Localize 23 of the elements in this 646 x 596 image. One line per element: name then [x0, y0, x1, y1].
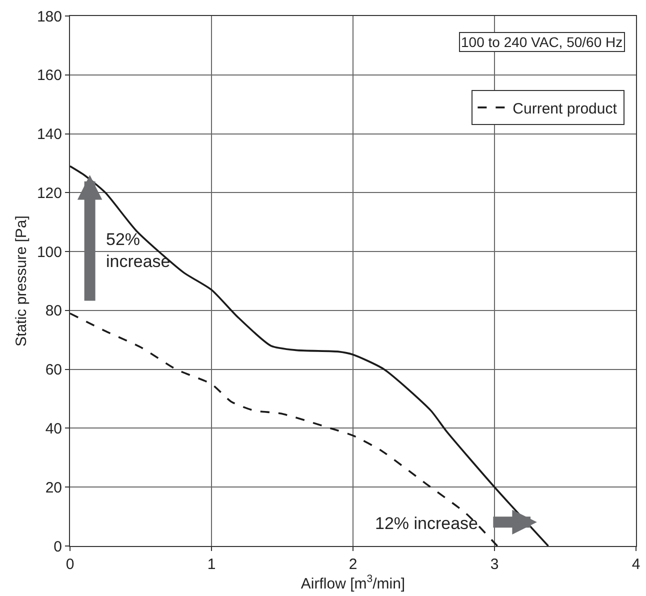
x-tick-label: 0 [66, 556, 74, 573]
x-tick-label: 1 [207, 556, 216, 573]
y-tick-label: 0 [54, 538, 62, 556]
line-series [70, 312, 498, 546]
line-series [70, 165, 550, 546]
y-tick-label: 40 [45, 420, 62, 438]
y-axis-title: Static pressure [Pa] [13, 216, 30, 346]
y-tick-label: 140 [36, 126, 62, 144]
y-tick-label: 160 [36, 67, 62, 84]
x-tick-label: 4 [632, 556, 640, 573]
y-tick-label: 80 [45, 302, 62, 320]
annotation: 12% increase [375, 514, 478, 533]
annotation: 100 to 240 VAC, 50/60 Hz [461, 34, 623, 50]
x-tick-label: 3 [490, 556, 499, 573]
legend-label: Current product [512, 100, 618, 118]
annotation: 52% increase [106, 230, 170, 272]
y-tick-label: 100 [36, 244, 62, 261]
y-tick-label: 180 [36, 8, 62, 26]
x-axis-title: Airflow [m$^{3}$/min] [300, 573, 406, 592]
y-tick-label: 60 [45, 362, 62, 379]
x-tick-label: 2 [348, 556, 358, 573]
y-tick-label: 120 [36, 184, 62, 202]
y-tick-label: 20 [45, 479, 62, 496]
